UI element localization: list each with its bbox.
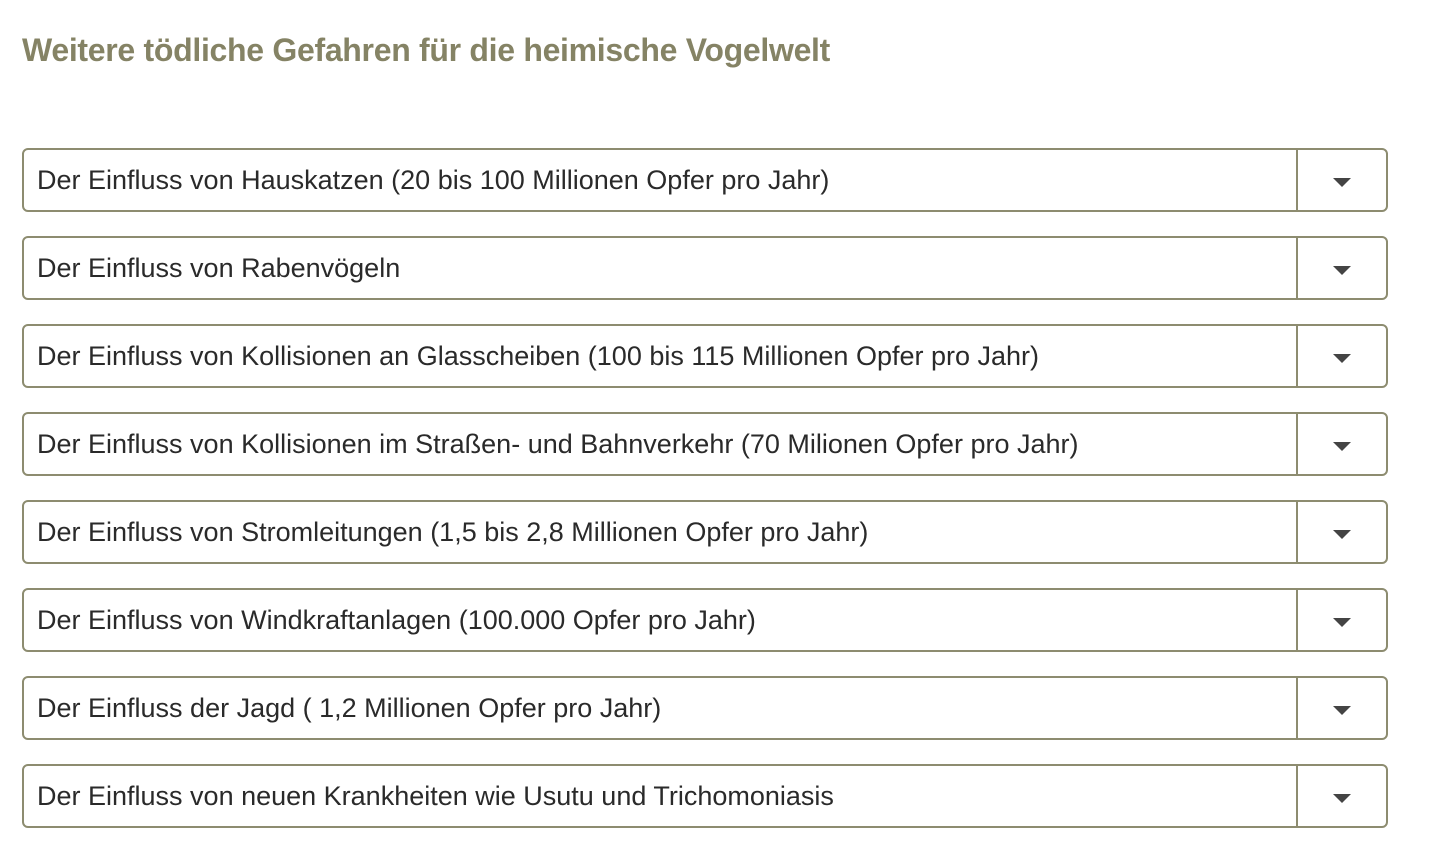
accordion-item-label[interactable]: Der Einfluss von Kollisionen im Straßen-… (37, 428, 1079, 459)
accordion-item-label[interactable]: Der Einfluss von neuen Krankheiten wie U… (37, 780, 834, 811)
accordion-toggle-button[interactable] (1296, 502, 1386, 562)
accordion-item-rabenvoegel[interactable]: Der Einfluss von Rabenvögeln (22, 236, 1388, 300)
accordion-toggle-button[interactable] (1296, 766, 1386, 826)
page-title: Weitere tödliche Gefahren für die heimis… (22, 32, 831, 68)
accordion-item-label[interactable]: Der Einfluss von Kollisionen an Glassche… (37, 340, 1040, 371)
accordion-toggle-button[interactable] (1296, 414, 1386, 474)
accordion: Der Einfluss von Hauskatzen (20 bis 100 … (22, 148, 1388, 852)
accordion-item-label[interactable]: Der Einfluss von Hauskatzen (20 bis 100 … (37, 164, 830, 195)
chevron-down-icon (1333, 617, 1351, 627)
accordion-item-glasscheiben[interactable]: Der Einfluss von Kollisionen an Glassche… (22, 324, 1388, 388)
accordion-toggle-button[interactable] (1296, 150, 1386, 210)
chevron-down-icon (1333, 793, 1351, 803)
chevron-down-icon (1333, 177, 1351, 187)
accordion-item-label[interactable]: Der Einfluss von Rabenvögeln (37, 252, 401, 283)
accordion-item-label[interactable]: Der Einfluss von Windkraftanlagen (100.0… (37, 604, 756, 635)
accordion-item-label[interactable]: Der Einfluss der Jagd ( 1,2 Millionen Op… (37, 692, 662, 723)
chevron-down-icon (1333, 529, 1351, 539)
chevron-down-icon (1333, 705, 1351, 715)
accordion-item-krankheiten[interactable]: Der Einfluss von neuen Krankheiten wie U… (22, 764, 1388, 828)
accordion-toggle-button[interactable] (1296, 590, 1386, 650)
accordion-item-verkehr[interactable]: Der Einfluss von Kollisionen im Straßen-… (22, 412, 1388, 476)
accordion-item-stromleitungen[interactable]: Der Einfluss von Stromleitungen (1,5 bis… (22, 500, 1388, 564)
accordion-item-windkraft[interactable]: Der Einfluss von Windkraftanlagen (100.0… (22, 588, 1388, 652)
chevron-down-icon (1333, 265, 1351, 275)
accordion-toggle-button[interactable] (1296, 326, 1386, 386)
chevron-down-icon (1333, 441, 1351, 451)
accordion-item-jagd[interactable]: Der Einfluss der Jagd ( 1,2 Millionen Op… (22, 676, 1388, 740)
accordion-toggle-button[interactable] (1296, 238, 1386, 298)
accordion-item-hauskatzen[interactable]: Der Einfluss von Hauskatzen (20 bis 100 … (22, 148, 1388, 212)
accordion-item-label[interactable]: Der Einfluss von Stromleitungen (1,5 bis… (37, 516, 869, 547)
chevron-down-icon (1333, 353, 1351, 363)
accordion-toggle-button[interactable] (1296, 678, 1386, 738)
